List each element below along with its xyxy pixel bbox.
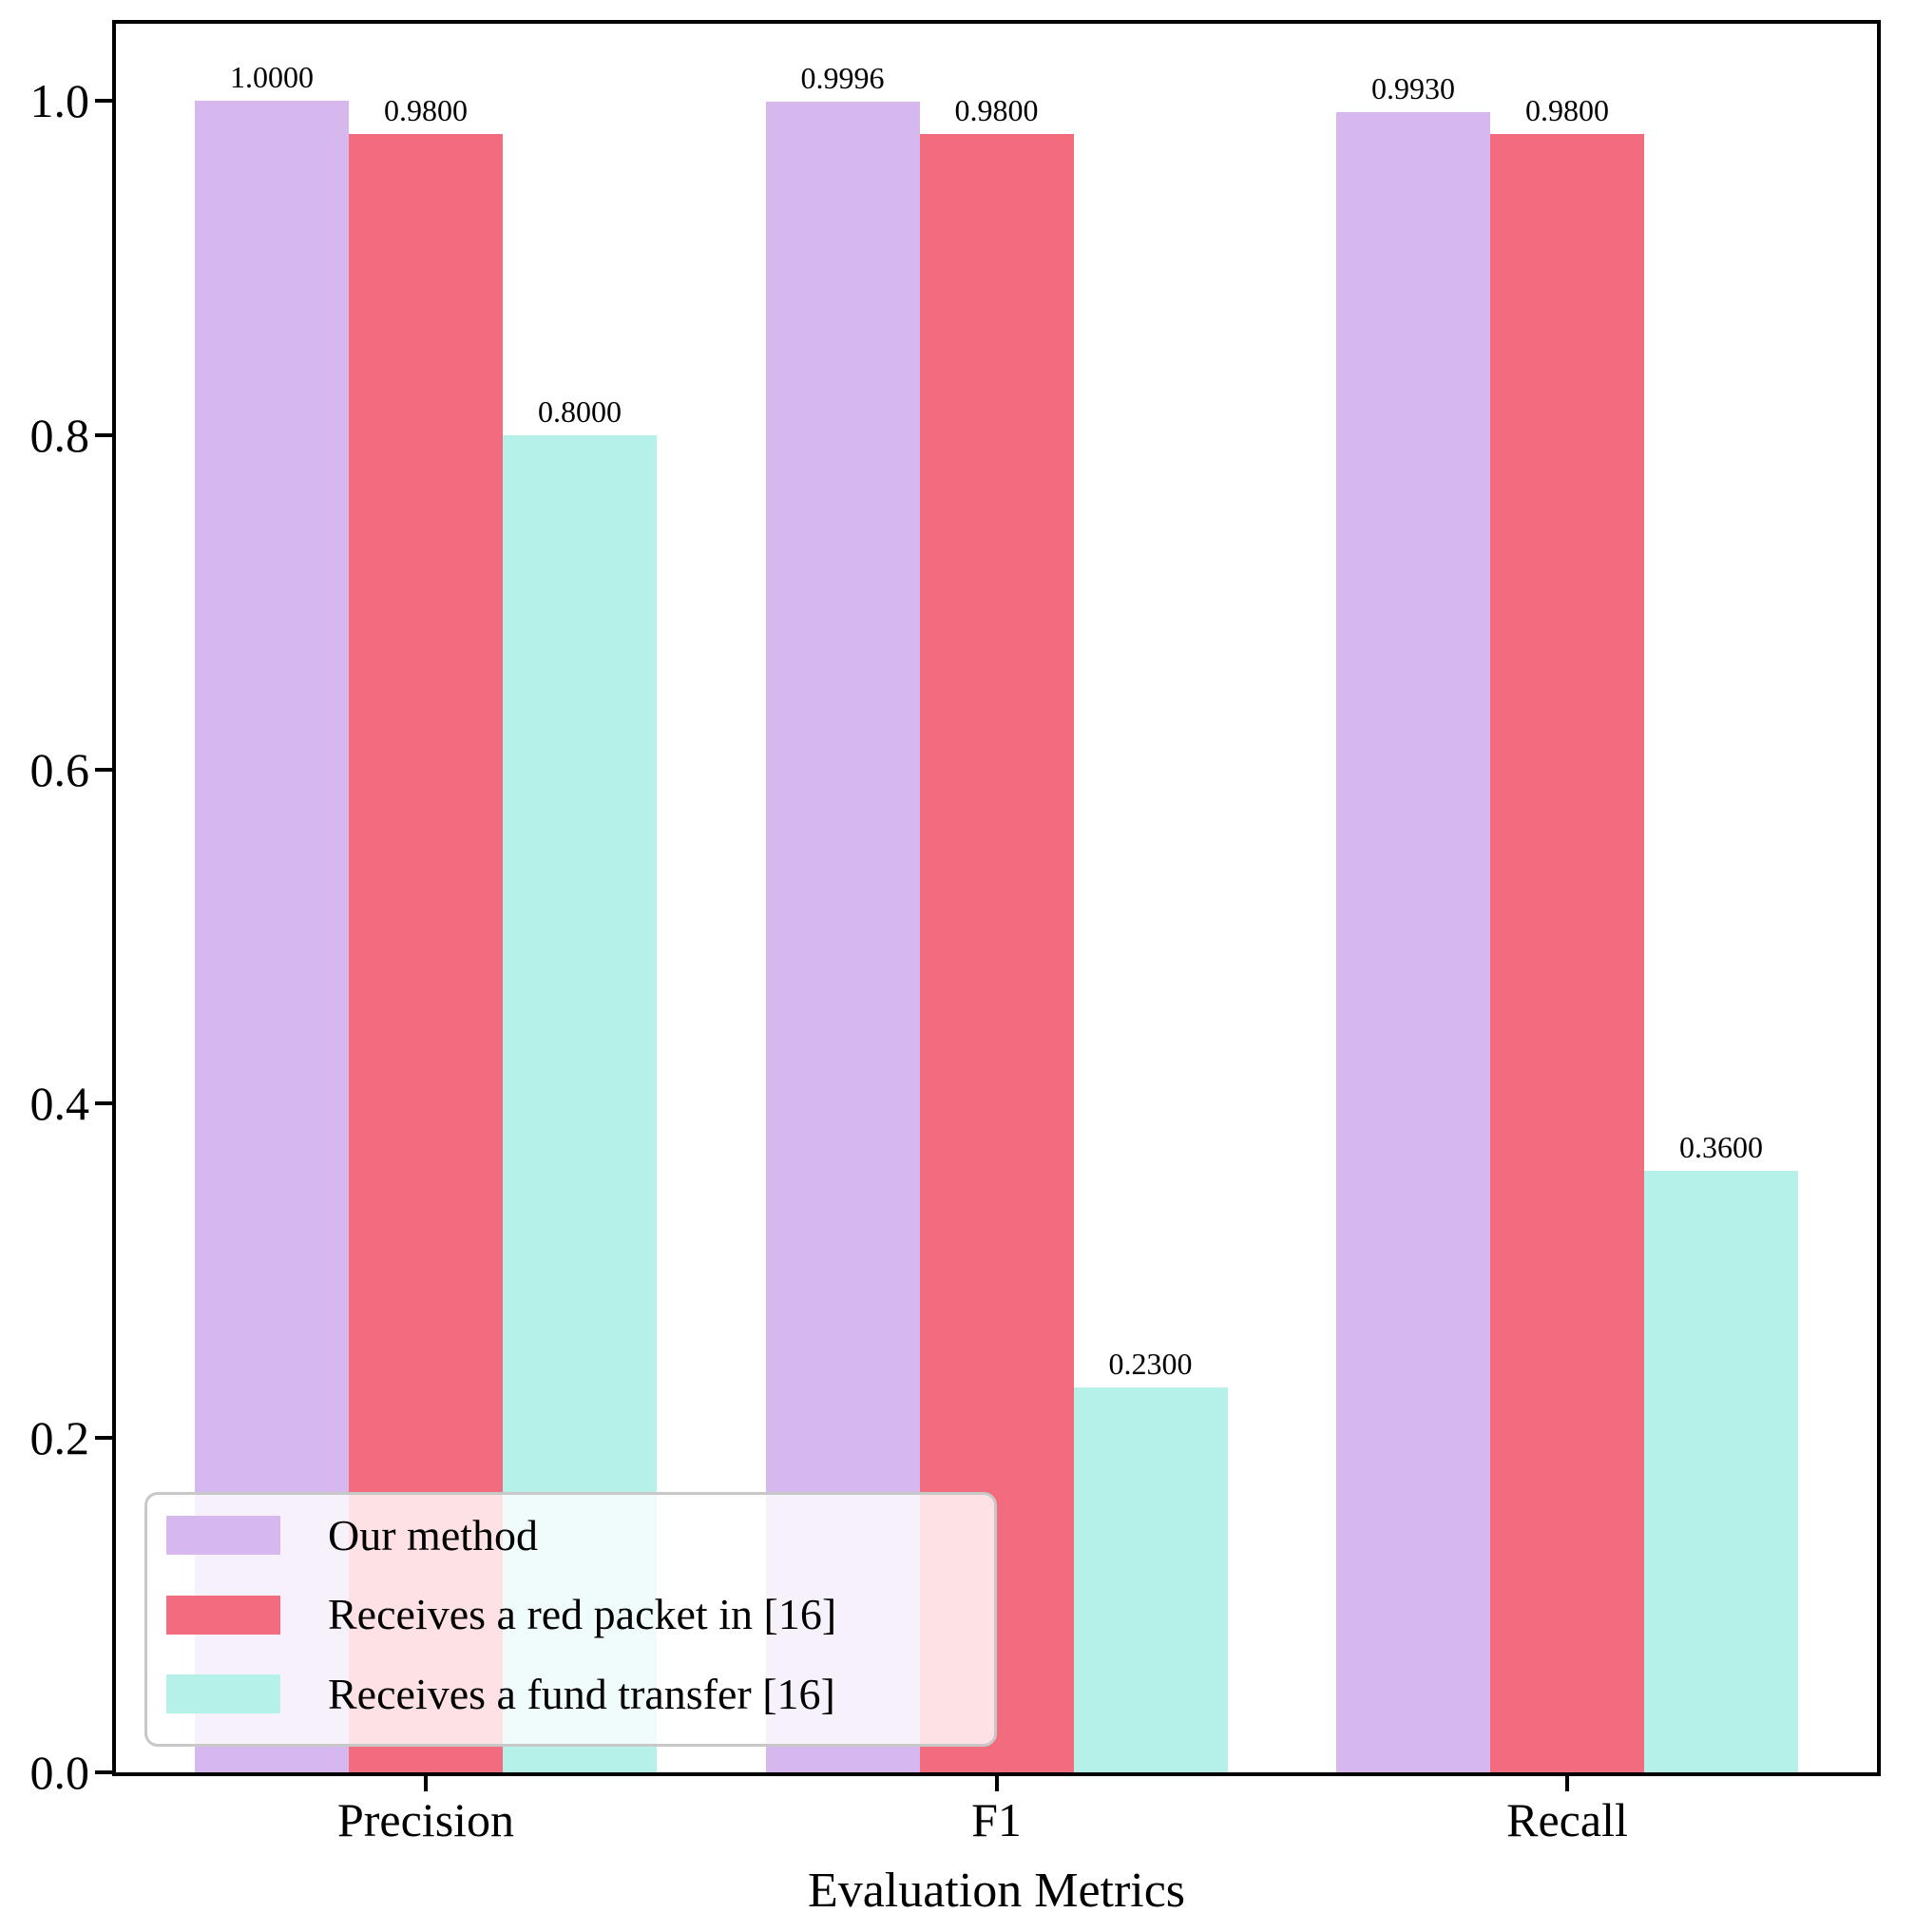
x-tick-label: Recall — [1506, 1793, 1628, 1846]
x-tick-label: F1 — [971, 1793, 1022, 1846]
bar — [1073, 1387, 1228, 1772]
legend-item: Receives a red packet in [16] — [166, 1590, 837, 1638]
y-tick-mark — [95, 767, 112, 772]
legend-swatch — [166, 1674, 280, 1713]
y-tick-label: 0.0 — [29, 1746, 90, 1799]
x-tick-mark — [424, 1776, 428, 1791]
y-tick-label: 0.8 — [29, 408, 90, 462]
bar-value-label: 0.9800 — [954, 93, 1039, 127]
bar-value-label: 0.3600 — [1679, 1130, 1763, 1164]
y-tick-label: 0.6 — [29, 742, 90, 796]
x-tick-mark — [1565, 1776, 1569, 1791]
plot-area: 1.0000 0.9800 0.8000 0.9996 0.9800 0.2300 0.99… — [112, 20, 1881, 1776]
y-tick-label: 0.2 — [29, 1411, 90, 1465]
bar — [1644, 1171, 1798, 1772]
y-tick-mark — [95, 1770, 112, 1774]
y-tick-label: 1.0 — [29, 74, 90, 127]
x-tick-label: Precision — [336, 1793, 515, 1846]
legend-label: Receives a fund transfer [16] — [328, 1669, 835, 1718]
y-tick-mark — [95, 1101, 112, 1106]
bar-value-label: 0.2300 — [1108, 1347, 1193, 1381]
bar-value-label: 0.9800 — [384, 93, 468, 127]
bar-value-label: 0.8000 — [538, 394, 622, 429]
legend-swatch — [166, 1595, 280, 1635]
y-tick-mark — [95, 1436, 112, 1441]
bar-value-label: 0.9800 — [1525, 93, 1609, 127]
legend-label: Receives a red packet in [16] — [328, 1590, 837, 1638]
x-tick-mark — [994, 1776, 999, 1791]
bar-value-label: 0.9996 — [800, 61, 885, 95]
legend-item: Our method — [166, 1510, 539, 1559]
x-axis-title: Evaluation Metrics — [807, 1864, 1186, 1918]
legend-item: Receives a fund transfer [16] — [166, 1669, 835, 1718]
y-tick-mark — [95, 99, 112, 103]
bar — [1490, 134, 1644, 1772]
y-tick-label: 0.4 — [29, 1077, 90, 1131]
legend-swatch — [166, 1516, 280, 1555]
bar — [1336, 112, 1490, 1772]
bar-value-label: 1.0000 — [230, 60, 314, 94]
legend: Our method Receives a red packet in [16] R… — [144, 1492, 997, 1747]
legend-label: Our method — [328, 1510, 539, 1559]
bar-value-label: 0.9930 — [1371, 71, 1455, 105]
y-tick-mark — [95, 432, 112, 437]
